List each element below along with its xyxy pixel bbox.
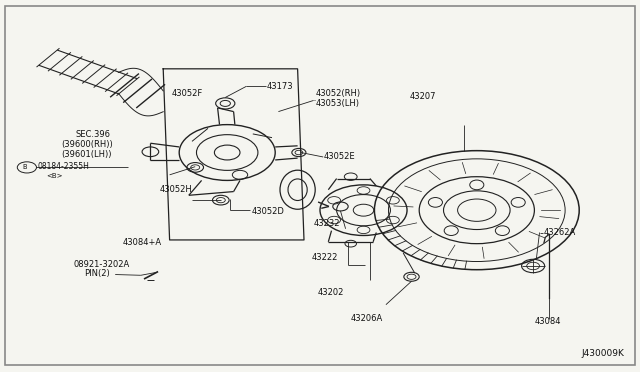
Text: 43084+A: 43084+A: [123, 238, 162, 247]
Text: <B>: <B>: [46, 173, 63, 179]
Text: 43084: 43084: [535, 317, 561, 326]
Text: 43206A: 43206A: [351, 314, 383, 323]
Text: 43052(RH): 43052(RH): [316, 89, 361, 98]
Text: PIN(2): PIN(2): [84, 269, 110, 278]
Text: 43232: 43232: [314, 219, 340, 228]
Text: 43207: 43207: [410, 92, 436, 101]
Text: 43222: 43222: [312, 253, 338, 262]
Text: 43052D: 43052D: [252, 207, 284, 216]
Text: SEC.396: SEC.396: [76, 130, 111, 139]
Text: 43053(LH): 43053(LH): [316, 99, 360, 108]
Text: 43262A: 43262A: [544, 228, 576, 237]
Text: (39601(LH)): (39601(LH)): [61, 150, 112, 158]
Text: 43173: 43173: [267, 82, 294, 91]
Text: B: B: [22, 164, 27, 170]
Text: J430009K: J430009K: [581, 349, 624, 358]
Text: 43052F: 43052F: [172, 89, 203, 97]
Text: 43202: 43202: [318, 288, 344, 296]
Text: 08921-3202A: 08921-3202A: [74, 260, 130, 269]
Text: 08184-2355H: 08184-2355H: [37, 162, 89, 171]
Text: 43052E: 43052E: [323, 152, 355, 161]
Text: (39600(RH)): (39600(RH)): [61, 140, 113, 149]
Text: 43052H: 43052H: [160, 185, 193, 194]
